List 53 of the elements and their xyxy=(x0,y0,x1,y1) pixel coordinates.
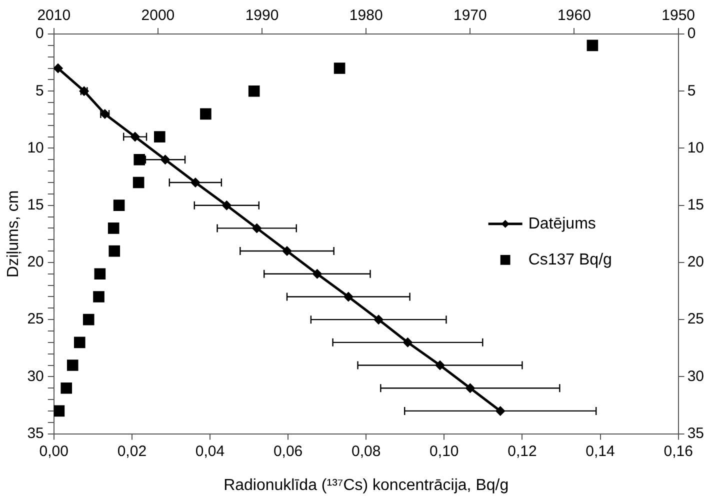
point xyxy=(132,176,144,188)
y-tick-label: 25 xyxy=(27,310,44,328)
legend-label: Datējums xyxy=(528,215,596,232)
x2-tick-label: 2000 xyxy=(141,7,175,24)
x-tick-label: 0,06 xyxy=(273,442,303,460)
y2-tick-label: 20 xyxy=(687,254,704,271)
y-tick-label: 15 xyxy=(27,196,44,214)
y2-tick-label: 0 xyxy=(687,25,696,42)
x-tick-label: 0,14 xyxy=(586,442,615,460)
y-tick-label: 5 xyxy=(36,82,44,100)
y2-tick-label: 25 xyxy=(687,310,704,328)
point xyxy=(200,108,212,120)
point xyxy=(93,291,104,302)
y-axis-title: Dziļums, cm xyxy=(5,190,22,278)
point xyxy=(60,382,72,394)
x2-tick-label: 1970 xyxy=(453,7,487,24)
y2-tick-label: 10 xyxy=(687,139,704,156)
y2-tick-label: 35 xyxy=(687,424,704,442)
y2-tick-label: 30 xyxy=(687,368,704,385)
x2-tick-label: 2010 xyxy=(37,7,71,24)
point xyxy=(108,245,120,257)
point xyxy=(113,200,125,211)
point xyxy=(586,40,598,52)
legend-label: Cs137 Bq/g xyxy=(528,251,612,268)
y-tick-label: 0 xyxy=(36,25,44,42)
x2-tick-label: 1980 xyxy=(349,7,383,24)
y-tick-label: 30 xyxy=(27,368,44,385)
point xyxy=(94,268,106,280)
point xyxy=(248,85,260,97)
point xyxy=(334,62,346,74)
point xyxy=(82,314,94,326)
y-tick-label: 10 xyxy=(27,139,44,156)
x-tick-label: 0,12 xyxy=(508,442,537,460)
x-tick-label: 0,10 xyxy=(430,442,459,460)
x2-tick-label: 1960 xyxy=(558,7,591,24)
point xyxy=(74,336,86,348)
y2-tick-label: 15 xyxy=(687,196,704,214)
y-tick-label: 20 xyxy=(27,254,44,271)
y-tick-label: 35 xyxy=(27,424,44,442)
x2-tick-label: 1990 xyxy=(245,7,279,24)
x2-tick-label: 1950 xyxy=(662,7,696,24)
x-tick-label: 0,16 xyxy=(664,442,693,460)
x-tick-label: 0,04 xyxy=(195,442,225,460)
point xyxy=(66,360,78,371)
x-axis-title: Radionuklīda (¹³⁷Cs) koncentrācija, Bq/g xyxy=(224,476,509,494)
point xyxy=(154,131,166,142)
point xyxy=(54,405,65,417)
x-tick-label: 0,00 xyxy=(39,442,68,460)
point xyxy=(108,222,120,234)
x-tick-label: 0,02 xyxy=(117,442,147,460)
x-tick-label: 0,08 xyxy=(352,442,381,460)
point xyxy=(134,154,146,166)
y2-tick-label: 5 xyxy=(687,82,696,100)
